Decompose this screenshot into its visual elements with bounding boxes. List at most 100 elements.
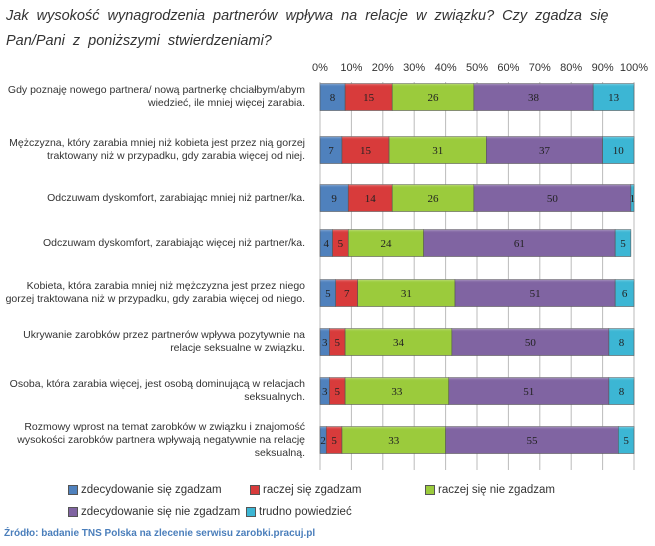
bar-highlight: [448, 377, 609, 390]
bar-highlight: [341, 136, 390, 149]
data-label: 33: [388, 435, 400, 447]
bar-highlight: [618, 426, 634, 439]
bar-highlight: [348, 229, 424, 242]
category-label: Gdy poznaję nowego partnera/ nową partne…: [7, 84, 305, 109]
bar-highlight: [630, 184, 634, 197]
bar-highlight: [341, 426, 446, 439]
data-label: 26: [428, 193, 440, 205]
data-label: 1: [630, 193, 636, 205]
x-tick-label: 0%: [312, 62, 328, 74]
bar-highlight: [615, 279, 634, 292]
data-label: 13: [608, 92, 620, 104]
bar-highlight: [320, 426, 327, 439]
data-label: 51: [530, 288, 541, 300]
data-label: 15: [360, 145, 372, 157]
data-label: 7: [328, 145, 334, 157]
x-tick-label: 20%: [372, 62, 394, 74]
data-label: 6: [622, 288, 628, 300]
bar-highlight: [345, 83, 393, 96]
bar-highlight: [486, 136, 603, 149]
bar-highlight: [423, 229, 616, 242]
data-label: 5: [338, 238, 344, 250]
bar-highlight: [445, 426, 619, 439]
category-label: Odczuwam dyskomfort, zarabiając więcej n…: [42, 236, 305, 249]
x-tick-label: 60%: [497, 62, 519, 74]
legend-swatch-icon: [250, 485, 260, 495]
bar-highlight: [455, 279, 616, 292]
data-label: 5: [325, 288, 331, 300]
bar-highlight: [608, 328, 634, 341]
data-label: 8: [619, 337, 625, 349]
bar-highlight: [451, 328, 609, 341]
category-label: Ukrywanie zarobków przez partnerów wpływ…: [23, 329, 305, 354]
category-label: Kobieta, która zarabia mniej niż mężczyz…: [5, 280, 305, 305]
bar-highlight: [615, 229, 631, 242]
data-label: 33: [391, 386, 403, 398]
data-label: 24: [380, 238, 392, 250]
x-tick-label: 90%: [592, 62, 614, 74]
bar-highlight: [335, 279, 358, 292]
data-label: 51: [523, 386, 534, 398]
bar-highlight: [473, 83, 594, 96]
legend-label: trudno powiedzieć: [259, 506, 352, 518]
data-label: 15: [363, 92, 375, 104]
data-label: 10: [613, 145, 625, 157]
x-tick-label: 10%: [340, 62, 362, 74]
data-label: 5: [620, 238, 626, 250]
data-label: 3: [322, 386, 328, 398]
bar-highlight: [602, 136, 634, 149]
data-label: 4: [324, 238, 330, 250]
bar-highlight: [593, 83, 634, 96]
bar-highlight: [326, 426, 342, 439]
legend-label: raczej się zgadzam: [263, 484, 362, 496]
data-label: 5: [335, 386, 341, 398]
data-label: 8: [330, 92, 336, 104]
bar-highlight: [389, 136, 487, 149]
data-label: 9: [331, 193, 337, 205]
legend-item: zdecydowanie się nie zgadzam: [68, 506, 240, 518]
bar-highlight: [320, 83, 346, 96]
category-label: Osoba, która zarabia więcej, jest osobą …: [9, 378, 305, 403]
legend-swatch-icon: [425, 485, 435, 495]
data-label: 5: [335, 337, 341, 349]
data-label: 31: [432, 145, 443, 157]
legend-item: trudno powiedzieć: [246, 506, 352, 518]
bar-highlight: [608, 377, 634, 390]
data-label: 3: [322, 337, 328, 349]
bar-highlight: [320, 136, 342, 149]
x-tick-label: 100%: [620, 62, 648, 74]
legend-item: zdecydowanie się zgadzam: [68, 484, 222, 496]
data-label: 50: [525, 337, 537, 349]
bar-highlight: [345, 328, 452, 341]
chart-title: Jak wysokość wynagrodzenia partnerów wpł…: [6, 8, 609, 49]
x-tick-label: 30%: [403, 62, 425, 74]
legend-item: raczej się nie zgadzam: [425, 484, 555, 496]
data-label: 5: [331, 435, 337, 447]
x-tick-label: 50%: [466, 62, 488, 74]
data-label: 26: [428, 92, 440, 104]
bar-highlight: [392, 83, 474, 96]
legend-label: zdecydowanie się zgadzam: [81, 484, 222, 496]
bar-highlight: [320, 229, 333, 242]
source-note: Źródło: badanie TNS Polska na zlecenie s…: [4, 528, 316, 539]
data-label: 50: [547, 193, 559, 205]
x-tick-label: 80%: [560, 62, 582, 74]
bar-highlight: [357, 279, 456, 292]
data-label: 31: [401, 288, 412, 300]
legend-swatch-icon: [246, 507, 256, 517]
category-label: Odczuwam dyskomfort, zarabiając mniej ni…: [47, 191, 305, 204]
category-label: Mężczyzna, który zarabia mniej niż kobie…: [9, 137, 305, 162]
bar-highlight: [329, 377, 346, 390]
legend-item: raczej się zgadzam: [250, 484, 361, 496]
category-label: Rozmowy wprost na temat zarobków w związ…: [17, 420, 305, 459]
bar-highlight: [348, 184, 393, 197]
bar-highlight: [329, 328, 346, 341]
x-tick-label: 40%: [435, 62, 457, 74]
legend-swatch-icon: [68, 507, 78, 517]
bar-highlight: [332, 229, 349, 242]
bar-highlight: [320, 328, 330, 341]
legend-label: zdecydowanie się nie zgadzam: [81, 506, 241, 518]
data-label: 8: [619, 386, 625, 398]
data-label: 34: [393, 337, 405, 349]
